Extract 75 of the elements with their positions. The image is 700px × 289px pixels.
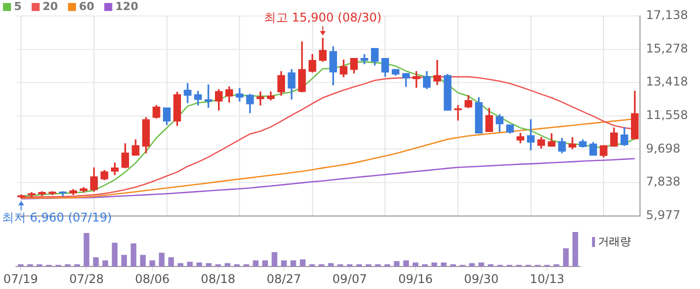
legend-label: 120 (115, 0, 139, 13)
x-tick-label: 09/07 (332, 272, 367, 286)
bar (478, 262, 484, 267)
bar (554, 264, 560, 267)
x-tick-label: 07/28 (69, 272, 104, 286)
bar (440, 262, 447, 267)
bar (262, 260, 268, 267)
bar (403, 260, 409, 267)
x-tick-label: 09/30 (464, 272, 499, 286)
bar (572, 232, 578, 267)
bar (158, 252, 165, 267)
y-tick-label: 9,698 (646, 141, 680, 156)
bar (206, 263, 212, 267)
x-tick-label: 07/19 (3, 272, 38, 286)
bar (563, 248, 569, 267)
bar (149, 260, 156, 267)
legend-label: 60 (78, 0, 95, 13)
bar (431, 262, 438, 267)
y-tick-label: 15,278 (646, 41, 688, 56)
bar (27, 264, 33, 267)
bar (337, 264, 344, 267)
bar (328, 263, 334, 267)
bar (300, 259, 306, 267)
bar (290, 260, 296, 267)
bar (469, 263, 475, 267)
bar (64, 264, 71, 267)
x-tick-label: 09/16 (398, 272, 433, 286)
bar (450, 264, 456, 267)
y-tick-label: 7,838 (646, 174, 680, 189)
bar (112, 242, 118, 267)
bar (488, 264, 494, 267)
bar (375, 264, 381, 267)
bar (422, 264, 428, 267)
y-tick-label: 5,977 (646, 208, 680, 222)
bar (394, 261, 400, 267)
legend-label: 거래량 (598, 234, 631, 248)
bar (384, 264, 390, 267)
bar (252, 260, 259, 267)
bar (130, 243, 136, 267)
bar (102, 260, 108, 267)
bar (36, 264, 42, 267)
candlestick (58, 191, 67, 196)
bar (243, 264, 250, 267)
bar (178, 263, 184, 267)
bar (196, 262, 202, 267)
y-tick-label: 11,558 (646, 108, 688, 122)
bar (187, 262, 193, 267)
bar (346, 264, 353, 267)
annotation: 최고 15,900 (08/30) (264, 10, 382, 24)
legend-label: 20 (42, 0, 58, 13)
bar (224, 263, 230, 267)
legend-label: 5 (14, 0, 22, 13)
bar (272, 252, 278, 267)
bar (93, 257, 99, 267)
bar (412, 262, 418, 267)
bar (168, 257, 174, 267)
y-tick-label: 13,418 (646, 74, 688, 89)
bar (366, 264, 372, 267)
bar (84, 233, 90, 267)
x-tick-label: 08/27 (266, 272, 302, 286)
annotation: 최저 6,960 (07/19) (2, 210, 112, 224)
bar (356, 264, 362, 267)
bar (140, 254, 146, 267)
x-tick-label: 10/13 (530, 272, 564, 286)
bar (74, 264, 80, 267)
bar (121, 254, 127, 267)
bar (309, 264, 315, 267)
bar (281, 260, 287, 267)
bar (318, 264, 324, 267)
bar (215, 264, 221, 267)
bar (234, 264, 240, 267)
x-tick-label: 08/18 (200, 272, 236, 286)
y-tick-label: 17,138 (646, 8, 688, 22)
bar (18, 264, 24, 267)
x-tick-label: 08/06 (135, 272, 170, 286)
